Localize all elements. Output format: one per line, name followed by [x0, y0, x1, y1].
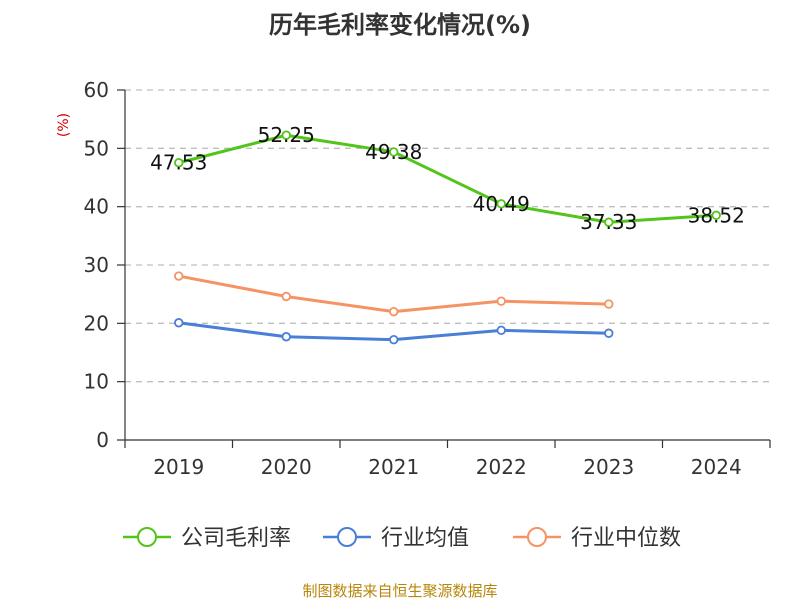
y-tick-label: 60	[84, 78, 109, 102]
series-line-0	[178, 133, 717, 224]
legend-label: 行业中位数	[571, 526, 681, 551]
data-point	[711, 210, 721, 220]
legend-marker	[137, 527, 157, 547]
data-point	[496, 325, 506, 336]
series-lines	[174, 130, 721, 345]
data-point	[281, 291, 291, 302]
x-tick-label: 2022	[476, 455, 527, 479]
axes: 0 10 20 30 40 50 60 2019 2020 2021 2022 2023 2024	[84, 78, 771, 479]
y-tick-label: 0	[96, 428, 109, 452]
grid-lines	[125, 89, 770, 383]
data-label: 38.52	[688, 203, 745, 227]
data-label: 47.53	[150, 151, 207, 175]
y-tick-label: 40	[84, 195, 109, 219]
data-label: 40.49	[473, 192, 530, 216]
data-point	[604, 328, 614, 338]
legend-label: 行业均值	[381, 526, 469, 551]
y-axis-unit: (%)	[56, 113, 72, 137]
source-note: 制图数据来自恒生聚源数据库	[302, 582, 497, 600]
y-tick-label: 20	[84, 311, 109, 335]
data-point	[604, 299, 614, 309]
legend-label: 公司毛利率	[181, 526, 291, 551]
data-point	[389, 147, 399, 157]
x-tick-label: 2023	[583, 455, 634, 479]
y-tick-label: 50	[84, 136, 109, 160]
data-point	[389, 306, 399, 317]
data-point	[174, 271, 184, 281]
data-point	[496, 296, 506, 306]
legend-marker	[527, 527, 547, 547]
legend-item-2: 行业中位数	[513, 526, 681, 551]
legend-item-1: 行业均值	[323, 526, 469, 551]
data-labels: 47.53 52.25 49.38 40.49 37.33 38.52	[150, 123, 745, 234]
data-point	[281, 332, 291, 342]
y-tick-label: 30	[84, 253, 109, 277]
data-point	[389, 334, 399, 345]
data-point	[174, 158, 184, 168]
y-tick-label: 10	[84, 370, 109, 394]
legend-item-0: 公司毛利率	[123, 526, 291, 551]
data-point	[496, 199, 506, 209]
legend: 公司毛利率 行业均值 行业中位数	[123, 526, 681, 551]
x-tick-label: 2020	[261, 455, 312, 479]
series-line-2	[178, 274, 609, 314]
legend-marker	[337, 527, 357, 547]
data-point	[174, 318, 184, 328]
data-label: 49.38	[365, 140, 422, 164]
data-point	[281, 130, 291, 140]
data-point	[604, 217, 614, 227]
x-tick-label: 2019	[153, 455, 204, 479]
x-tick-label: 2021	[368, 455, 419, 479]
chart-title: 历年毛利率变化情况(%)	[269, 11, 531, 39]
data-label: 37.33	[580, 210, 637, 234]
x-tick-label: 2024	[691, 455, 742, 479]
data-label: 52.25	[258, 123, 315, 147]
